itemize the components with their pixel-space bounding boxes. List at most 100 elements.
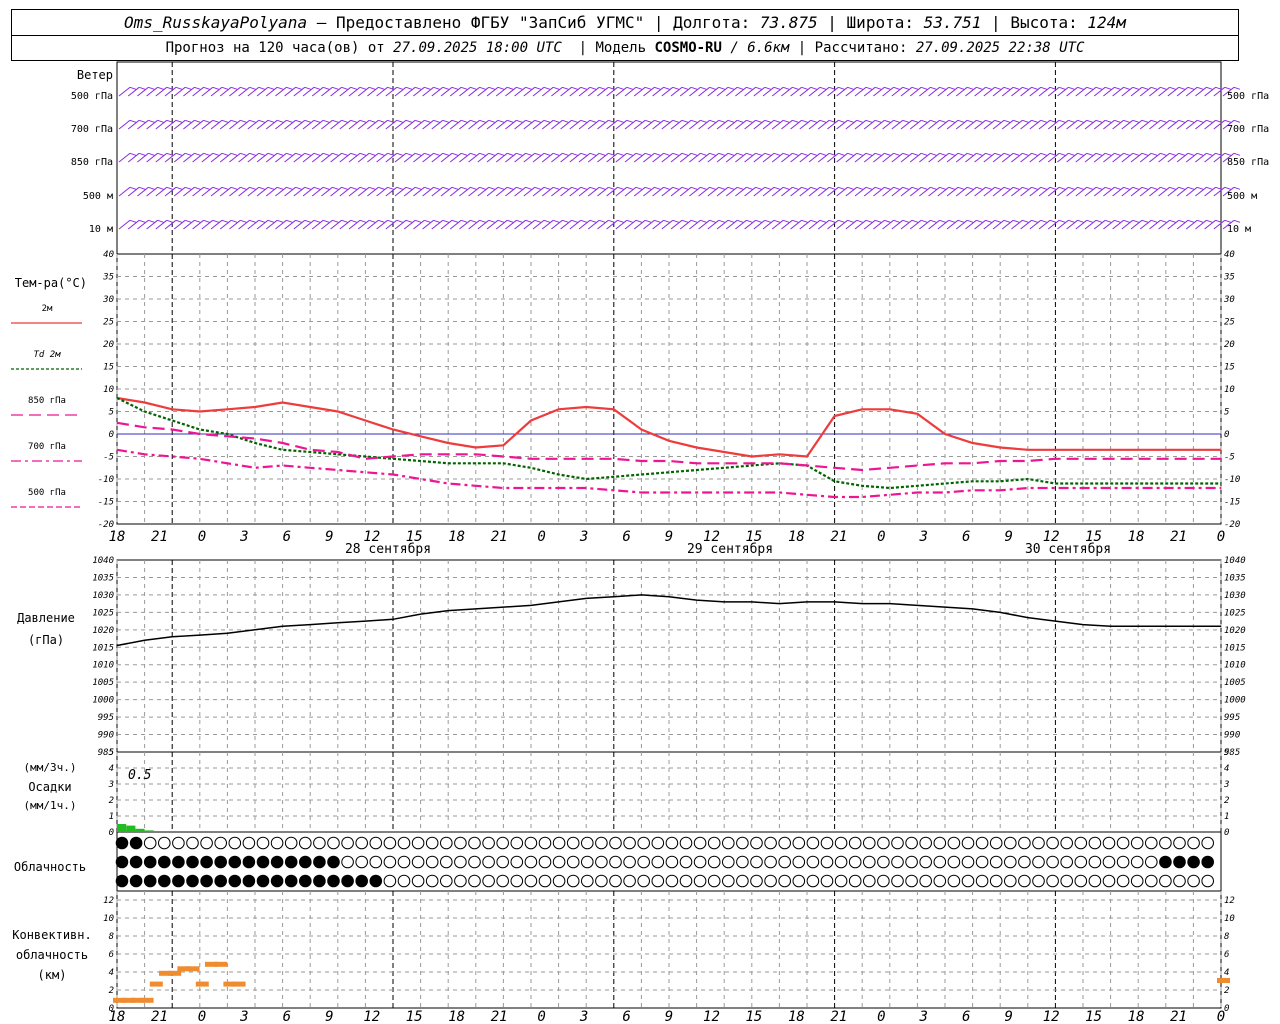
wind-barb: [771, 219, 784, 230]
wind-barb-flag: [801, 86, 808, 90]
wind-barb-flag: [1040, 86, 1047, 90]
wind-barb: [836, 186, 848, 197]
cloud-symbol: [200, 836, 213, 850]
wind-barb-flag: [497, 219, 505, 223]
wind-barb: [909, 186, 922, 197]
temp-legend-label-2: 850 гПа: [28, 396, 66, 406]
wind-barb: [1029, 186, 1042, 197]
wind-barb: [744, 119, 756, 130]
wind-barb-flag: [865, 86, 873, 90]
wind-barb-flag: [277, 119, 284, 123]
wind-barb-flag: [994, 186, 1001, 190]
wind-barb: [367, 119, 379, 130]
wind-barb-flag: [764, 119, 771, 123]
wind-barb-flag: [773, 152, 781, 156]
wind-barb-flag: [930, 186, 937, 190]
wind-barb-flag: [129, 186, 137, 190]
wind-barb: [744, 219, 756, 230]
wind-barb: [477, 152, 490, 163]
wind-barb: [643, 152, 655, 163]
wind-barb-flag: [1123, 219, 1130, 223]
wind-barb: [992, 152, 1005, 163]
wind-barb-flag: [1197, 219, 1204, 223]
precip-ytick-right: 0: [1224, 828, 1229, 838]
cloud-symbol: [778, 874, 792, 888]
wind-barb-flag: [930, 86, 937, 90]
wind-barb: [284, 86, 296, 97]
wind-barb-flag: [746, 186, 753, 190]
wind-barb-flag: [1187, 119, 1195, 123]
cloud-symbol: [369, 836, 383, 850]
wind-barb-flag: [994, 86, 1001, 90]
conv-ytick-right: 10: [1224, 914, 1235, 924]
cloud-symbol: [482, 836, 495, 850]
wind-barb-flag: [1187, 219, 1195, 223]
wind-barb-flag: [1233, 186, 1241, 190]
wind-barb-flag: [313, 119, 321, 123]
wind-barb: [827, 119, 839, 130]
wind-barb: [302, 152, 315, 163]
wind-barb: [256, 186, 269, 197]
wind-barb-flag: [304, 219, 311, 223]
wind-barb-flag: [875, 186, 882, 190]
cloud-symbol: [679, 874, 693, 888]
cloud-symbol: [496, 836, 510, 850]
wind-barb-flag: [902, 152, 909, 156]
wind-barb-flag: [755, 152, 762, 156]
hour-label-bottom: 3: [919, 1009, 928, 1024]
hour-label-bottom: 9: [665, 1009, 673, 1024]
wind-barb-flag: [856, 152, 863, 156]
wind-barb-flag: [1132, 186, 1139, 190]
cloud-symbol: [764, 836, 777, 850]
wind-barb-flag: [773, 119, 781, 123]
wind-barb-flag: [1160, 186, 1167, 190]
wind-barb: [689, 86, 701, 97]
wind-barb-flag: [691, 152, 698, 156]
wind-barb: [311, 119, 324, 130]
wind-barb: [523, 186, 536, 197]
wind-barb: [587, 119, 600, 130]
cloud-symbol: [1201, 874, 1214, 888]
cloud-symbol: [1173, 855, 1186, 869]
wind-barb-flag: [350, 219, 357, 223]
wind-barb-flag: [727, 119, 735, 123]
wind-barb: [137, 219, 149, 230]
wind-barb: [302, 86, 315, 97]
wind-barb-flag: [1114, 86, 1121, 90]
cloud-symbol: [355, 836, 369, 850]
cloud-symbol: [1116, 836, 1130, 850]
wind-barb: [155, 119, 168, 130]
cloud-symbol: [299, 836, 312, 850]
wind-barb-flag: [323, 86, 330, 90]
wind-barb-flag: [1003, 119, 1011, 123]
wind-barb: [1204, 219, 1216, 230]
wind-barb: [422, 152, 434, 163]
wind-barb-flag: [405, 119, 413, 123]
temp-ytick-right: 35: [1223, 273, 1235, 283]
wind-barb: [836, 219, 848, 230]
cloud-symbol: [1032, 836, 1045, 850]
wind-barb: [367, 219, 379, 230]
wind-barb-flag: [341, 86, 348, 90]
wind-barb: [679, 119, 692, 130]
wind-barb: [919, 119, 931, 130]
wind-barb-flag: [1206, 86, 1213, 90]
hour-label-top: 12: [1043, 529, 1060, 545]
hour-label-top: 3: [579, 529, 588, 545]
wind-barb-flag: [175, 152, 183, 156]
hour-label-bottom: 18: [788, 1009, 805, 1024]
wind-barb: [578, 186, 591, 197]
wind-barb-flag: [718, 119, 725, 123]
wind-barb-flag: [350, 186, 357, 190]
wind-barb: [1204, 186, 1216, 197]
wind-barb-flag: [718, 152, 725, 156]
wind-barb: [698, 152, 710, 163]
wind-barb: [652, 186, 664, 197]
cloud-symbol: [905, 874, 918, 888]
wind-barb-flag: [893, 186, 900, 190]
wind-barb-flag: [737, 219, 744, 223]
wind-barb-flag: [369, 119, 376, 123]
wind-barb: [863, 86, 876, 97]
wind-barb-flag: [442, 152, 449, 156]
